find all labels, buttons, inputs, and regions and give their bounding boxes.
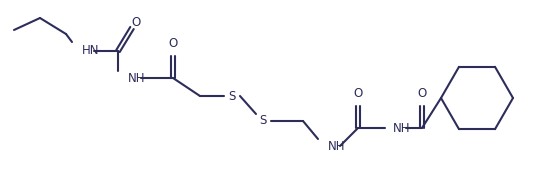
Text: HN: HN xyxy=(82,44,100,57)
Text: NH: NH xyxy=(328,139,346,153)
Text: O: O xyxy=(353,87,362,100)
Text: S: S xyxy=(228,90,235,102)
Text: O: O xyxy=(168,37,178,50)
Text: NH: NH xyxy=(128,71,146,84)
Text: O: O xyxy=(131,15,141,29)
Text: NH: NH xyxy=(393,122,410,135)
Text: S: S xyxy=(259,115,267,128)
Text: O: O xyxy=(417,87,427,100)
